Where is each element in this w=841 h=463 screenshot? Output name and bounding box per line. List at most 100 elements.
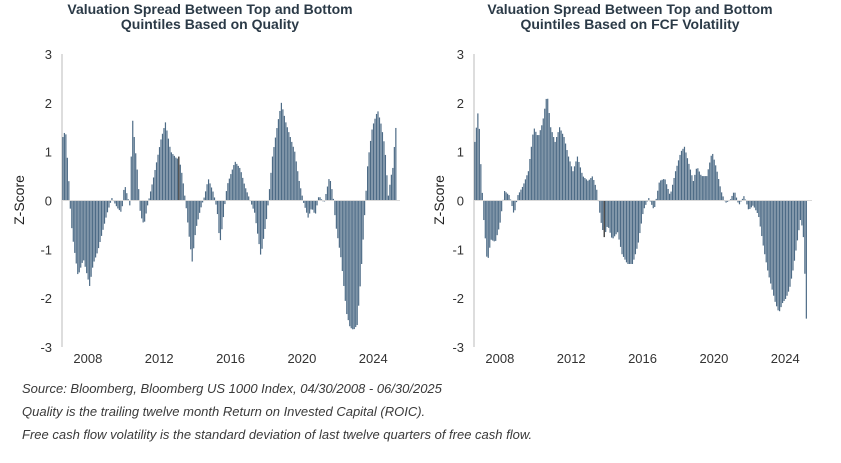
bar: [358, 200, 360, 306]
bar: [72, 200, 74, 242]
bar: [317, 197, 320, 201]
bar: [147, 200, 149, 206]
bar: [331, 189, 333, 201]
bar: [750, 200, 752, 208]
bar: [753, 200, 755, 208]
bar: [126, 193, 128, 201]
bar: [725, 200, 727, 203]
bar: [740, 200, 742, 202]
bar: [83, 200, 85, 261]
bar: [92, 200, 94, 268]
bar: [251, 200, 253, 205]
bar: [289, 137, 291, 201]
bar: [661, 179, 663, 201]
bar: [307, 200, 309, 218]
fcf-volatility-chart-panel: Valuation Spread Between Top and Bottom …: [420, 0, 840, 372]
bar: [71, 200, 73, 229]
bar: [615, 200, 617, 235]
bar: [261, 200, 263, 249]
bar: [344, 200, 346, 301]
bar: [277, 119, 280, 201]
bar: [377, 111, 379, 201]
bar: [114, 200, 116, 204]
bar: [63, 132, 65, 201]
x-tick-label: 2020: [287, 351, 316, 366]
bar: [367, 166, 369, 201]
bar: [227, 183, 229, 201]
y-tick-label: 3: [457, 47, 464, 62]
x-tick-label: 2012: [557, 351, 586, 366]
bar: [386, 175, 388, 201]
bar: [752, 200, 754, 206]
bar: [489, 200, 491, 248]
bar: [127, 199, 129, 201]
y-tick-label: -1: [452, 242, 464, 257]
bar: [157, 154, 159, 201]
x-tick-label: 2008: [73, 351, 102, 366]
bar: [68, 181, 70, 201]
y-tick-label: 2: [457, 96, 464, 111]
bar: [297, 171, 299, 201]
bar: [561, 133, 564, 201]
bar: [576, 156, 579, 201]
x-tick-label: 2020: [699, 351, 728, 366]
bar: [392, 167, 394, 201]
x-tick-label: 2016: [216, 351, 245, 366]
bar: [267, 200, 269, 206]
bar: [352, 200, 354, 330]
bar: [651, 200, 653, 205]
bar: [545, 98, 547, 201]
bar: [237, 165, 239, 201]
bar: [222, 200, 225, 218]
bar: [796, 200, 799, 241]
bar: [233, 165, 235, 201]
bar: [338, 200, 340, 248]
source-note: Source: Bloomberg, Bloomberg US 1000 Ind…: [22, 381, 442, 396]
bar: [202, 200, 204, 203]
bar: [268, 189, 271, 201]
bar: [252, 200, 254, 209]
bar: [527, 171, 529, 201]
bar: [96, 200, 98, 254]
bar: [141, 200, 143, 219]
bar: [691, 175, 693, 201]
bar: [248, 196, 250, 201]
bar: [533, 128, 535, 201]
bar: [564, 143, 567, 201]
bar: [660, 180, 662, 201]
x-tick-label: 2024: [359, 351, 388, 366]
bar: [118, 200, 120, 211]
bar: [487, 200, 489, 258]
bar: [298, 180, 300, 201]
bar: [167, 138, 170, 201]
bar: [530, 146, 532, 201]
bar: [184, 195, 186, 201]
bar: [707, 169, 709, 201]
bar: [523, 183, 525, 201]
bar: [486, 200, 488, 257]
bar: [584, 177, 586, 201]
bar: [518, 192, 521, 201]
bar: [478, 128, 480, 201]
bar: [683, 146, 686, 201]
bar: [783, 200, 785, 302]
bar: [599, 200, 601, 213]
bar: [224, 200, 226, 205]
bar: [187, 200, 189, 223]
bar: [718, 179, 720, 201]
bar: [784, 200, 787, 299]
bar: [645, 200, 647, 205]
bar: [710, 155, 712, 201]
bar: [316, 200, 318, 206]
bar: [524, 179, 527, 201]
bar: [792, 200, 794, 271]
bar: [384, 154, 387, 201]
x-tick-label: 2024: [771, 351, 800, 366]
bar: [288, 132, 290, 201]
bar: [722, 196, 724, 201]
bar: [570, 166, 573, 201]
bar: [719, 186, 721, 201]
bar: [343, 200, 345, 286]
bar: [106, 200, 109, 213]
bar: [225, 191, 227, 201]
